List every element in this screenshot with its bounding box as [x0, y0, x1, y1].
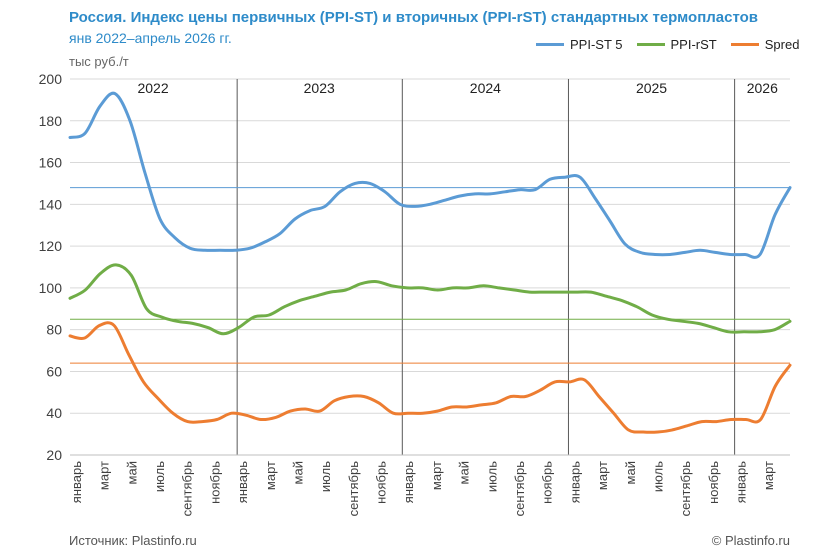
legend-item-spred: Spred	[730, 37, 800, 52]
x-tick-label: май	[124, 461, 139, 484]
y-tick-label: 20	[46, 447, 62, 463]
y-tick-label: 60	[46, 363, 62, 379]
legend-swatch-ppi-st	[536, 43, 564, 46]
series-line-ppi-st	[68, 91, 792, 259]
x-tick-label: май	[623, 461, 638, 484]
x-tick-label: январь	[69, 461, 84, 503]
x-tick-label: март	[97, 461, 112, 490]
legend: PPI-ST 5 PPI-rST Spred	[536, 37, 813, 52]
legend-swatch-ppi-rst	[636, 43, 665, 46]
x-tick-label: июль	[650, 461, 665, 492]
y-tick-label: 120	[39, 238, 63, 254]
legend-label-spred: Spred	[764, 37, 800, 52]
year-label-2025: 2025	[636, 80, 667, 96]
x-tick-label: январь	[401, 461, 416, 503]
x-tick-label: март	[263, 461, 278, 490]
legend-label-ppi-rst: PPI-rST	[670, 37, 717, 52]
year-label-2023: 2023	[304, 80, 335, 96]
y-tick-label: 80	[46, 322, 62, 338]
x-tick-label: сентябрь	[346, 461, 361, 517]
y-tick-label: 40	[46, 405, 62, 421]
y-tick-label: 160	[39, 155, 63, 171]
x-tick-label: сентябрь	[180, 461, 195, 517]
x-tick-label: июль	[318, 461, 333, 492]
legend-item-ppi-st: PPI-ST 5	[536, 37, 623, 52]
x-tick-label: январь	[235, 461, 250, 503]
x-tick-label: январь	[734, 461, 749, 503]
y-tick-label: 180	[39, 113, 63, 129]
x-tick-label: март	[595, 461, 610, 490]
x-tick-label: май	[457, 461, 472, 484]
x-tick-label: март	[429, 461, 444, 490]
y-tick-label: 140	[39, 196, 63, 212]
legend-label-ppi-st: PPI-ST 5	[570, 37, 623, 52]
x-tick-label: январь	[567, 461, 582, 503]
x-tick-label: ноябрь	[706, 461, 721, 504]
x-tick-label: июль	[152, 461, 167, 492]
year-label-2026: 2026	[747, 80, 778, 96]
x-tick-label: ноябрь	[374, 461, 389, 504]
chart-subtitle: янв 2022–апрель 2026 гг.	[69, 30, 232, 46]
x-tick-label: май	[290, 461, 305, 484]
x-tick-label: сентябрь	[512, 461, 527, 517]
x-tick-label: сентябрь	[678, 461, 693, 517]
y-tick-label: 100	[39, 280, 63, 296]
legend-item-ppi-rst: PPI-rST	[636, 37, 717, 52]
copyright-note: © Plastinfo.ru	[711, 533, 790, 548]
x-tick-label: июль	[484, 461, 499, 492]
x-tick-label: ноябрь	[207, 461, 222, 504]
x-tick-label: март	[761, 461, 776, 490]
y-axis-unit: тыс руб./т	[69, 54, 129, 69]
year-label-2022: 2022	[137, 80, 168, 96]
series-line-spred	[68, 321, 792, 434]
year-label-2024: 2024	[470, 80, 501, 96]
source-note: Источник: Plastinfo.ru	[69, 533, 197, 548]
chart-title: Россия. Индекс цены первичных (PPI-ST) и…	[69, 9, 759, 26]
legend-swatch-spred	[730, 43, 759, 46]
series-line-ppi-rst	[68, 263, 792, 336]
y-tick-label: 200	[39, 71, 63, 87]
x-tick-label: ноябрь	[540, 461, 555, 504]
